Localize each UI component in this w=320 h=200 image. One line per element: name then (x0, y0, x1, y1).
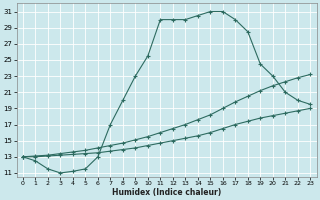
X-axis label: Humidex (Indice chaleur): Humidex (Indice chaleur) (112, 188, 221, 197)
